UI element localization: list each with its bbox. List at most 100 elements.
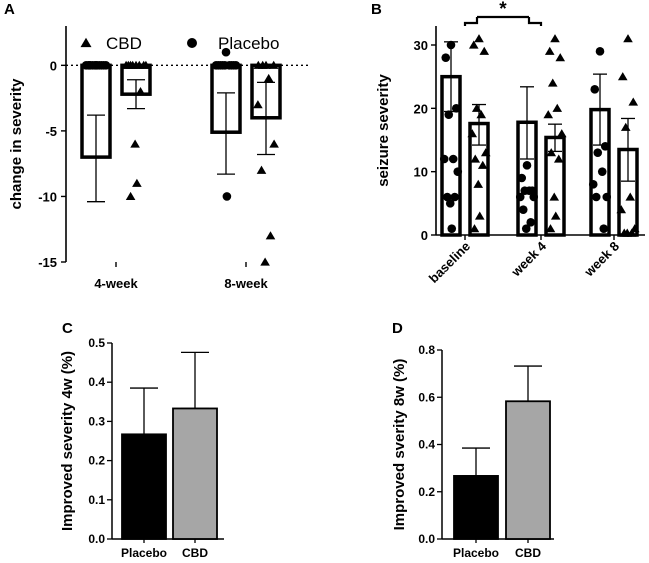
panel-b-point-placebo-2-0 [595, 47, 605, 56]
panel-b-point-cbd-1-1 [544, 46, 555, 55]
panel-a-point-placebo-1-8 [227, 61, 236, 70]
panel-a-point-cbd-1-3 [257, 60, 268, 69]
panel-a-legend-placebo-label: Placebo [218, 34, 279, 53]
panel-b-point-cbd-0-0 [474, 34, 484, 43]
panel-a-point-cbd-0-4 [134, 60, 145, 69]
panel-a-point-cbd-1-2 [268, 60, 279, 69]
panel-a-ytick-label-2: -10 [38, 189, 57, 204]
panel-b-point-cbd-1-5 [543, 110, 554, 119]
panel-b-point-placebo-0-6 [453, 167, 463, 176]
panel-c-xtick-label-1: CBD [182, 546, 208, 560]
panel-c-errorbar-1 [181, 351, 209, 410]
panel-b-point-placebo-1-4 [524, 186, 534, 195]
panel-d-xtick-label-1: CBD [515, 546, 541, 560]
panel-b-point-cbd-1-2 [555, 53, 566, 62]
panel-a-xtick-label-0: 4-week [94, 276, 138, 291]
panel-a-point-placebo-1-9 [220, 61, 230, 70]
panel-b-point-placebo-2-2 [600, 142, 610, 151]
panel-a-point-placebo-1-0 [221, 47, 231, 57]
panel-b-point-cbd-1-3 [547, 78, 558, 87]
panel-b-point-placebo-0-9 [445, 199, 455, 208]
panel-b-ytick-label-1: 10 [414, 165, 428, 180]
panel-d-xtick-label-0: Placebo [453, 546, 499, 560]
panel-b-point-cbd-0-10 [474, 211, 485, 220]
panel-b-point-placebo-0-3 [444, 110, 454, 119]
panel-b-point-placebo-2-4 [597, 167, 607, 176]
panel-d-ytick-label-3: 0.6 [418, 390, 435, 404]
panel-b-point-placebo-0-5 [439, 154, 449, 164]
panel-b-point-cbd-1-6 [556, 129, 567, 138]
panel-a-errorbar-cbd-1 [257, 81, 275, 156]
panel-c-errorbar-0 [130, 387, 158, 435]
panel-b-point-cbd-0-7 [470, 154, 481, 163]
panel-b-errorbar-placebo-1 [520, 86, 534, 160]
panel-a-point-cbd-0-7 [125, 60, 136, 69]
panel-b-point-cbd-1-10 [550, 211, 561, 220]
panel-b-point-cbd-2-3 [620, 122, 631, 131]
panel-a-y-axis-title: change in severity [8, 78, 25, 210]
panel-b-point-placebo-0-10 [447, 224, 457, 233]
panel-a-xtick-label-1: 8-week [224, 276, 268, 291]
panel-a-point-cbd-0-10 [132, 178, 142, 187]
panel-b-point-cbd-0-5 [467, 129, 478, 138]
panel-b-point-cbd-2-1 [617, 72, 628, 81]
panel-b-point-placebo-2-5 [588, 180, 598, 189]
panel-d-ytick-label-4: 0.8 [418, 343, 435, 357]
panel-a-point-placebo-1-10 [222, 192, 232, 201]
panel-d-ytick-label-2: 0.4 [418, 438, 435, 452]
panel-b-point-placebo-1-8 [526, 218, 536, 227]
panel-b-point-cbd-0-8 [477, 160, 488, 169]
panel-b-point-cbd-2-4 [625, 192, 636, 201]
panel-a-errorbar-cbd-0 [127, 79, 145, 110]
panel-b-point-cbd-2-2 [628, 97, 639, 106]
panel-b-point-placebo-1-0 [522, 161, 532, 170]
panel-b-point-cbd-1-4 [552, 103, 563, 112]
panel-c-ytick-label-4: 0.4 [88, 375, 105, 389]
panel-d-ytick-label-0: 0.0 [418, 532, 435, 546]
panel-c-ytick-label-5: 0.5 [88, 336, 105, 350]
panel-b-xtick-label-2: week 8 [581, 239, 622, 280]
panel-b-xtick-label-1: week 4 [508, 238, 550, 280]
panel-a-ytick-label-0: 0 [50, 58, 57, 73]
panel-b-point-cbd-0-2 [479, 46, 490, 55]
panel-d-bar-placebo [453, 475, 499, 540]
panel-b-bracket-right [527, 17, 543, 26]
panel-a-point-cbd-1-6 [269, 139, 279, 148]
panel-a-legend-cbd-label: CBD [106, 34, 142, 53]
panel-a-errorbar-placebo-1 [217, 92, 235, 175]
panel-b-point-cbd-1-0 [550, 34, 560, 43]
panel-b-point-placebo-1-6 [529, 192, 539, 202]
panel-c-xtick-label-0: Placebo [121, 546, 167, 560]
panel-b-point-placebo-1-9 [521, 224, 531, 233]
panel-b-point-cbd-2-9 [622, 228, 633, 237]
panel-a-point-placebo-0-10 [92, 61, 102, 70]
panel-c-ytick-label-3: 0.3 [88, 414, 105, 428]
panel-a-errorbar-placebo-0 [87, 114, 105, 203]
panel-c-bar-cbd [172, 407, 218, 540]
panel-a-point-cbd-0-6 [141, 60, 151, 69]
panel-a-point-cbd-1-9 [260, 257, 270, 266]
panel-b-point-cbd-1-9 [549, 192, 560, 201]
panel-c-ytick-label-1: 0.1 [88, 493, 105, 507]
panel-b-point-cbd-0-6 [480, 148, 491, 157]
panel-d-bar-cbd [505, 400, 551, 540]
panel-b-y-axis-title: seizure severity [375, 74, 392, 187]
panel-b-point-placebo-2-1 [590, 85, 600, 94]
panel-a-point-cbd-0-8 [135, 86, 146, 96]
panel-b-point-placebo-2-8 [599, 224, 609, 233]
panel-a-point-cbd-1-7 [256, 165, 267, 174]
panel-b-point-cbd-1-8 [553, 154, 564, 163]
panel-b-significance-star: * [499, 0, 507, 20]
panel-b-point-cbd-0-1 [468, 40, 479, 49]
panel-label-b: B [371, 1, 382, 18]
panel-b-point-placebo-0-4 [448, 154, 458, 164]
panel-b-point-placebo-2-7 [591, 192, 601, 202]
panel-c-ytick-label-0: 0.0 [88, 532, 105, 546]
panel-b-bar-cbd-1 [544, 135, 566, 237]
panel-b-bracket-left [463, 17, 479, 26]
panel-b-point-cbd-0-3 [471, 103, 482, 112]
panel-b-point-cbd-0-4 [476, 110, 487, 119]
panel-b-xtick-label-0: baseline [426, 239, 473, 286]
panel-b-point-placebo-1-1 [517, 173, 527, 183]
